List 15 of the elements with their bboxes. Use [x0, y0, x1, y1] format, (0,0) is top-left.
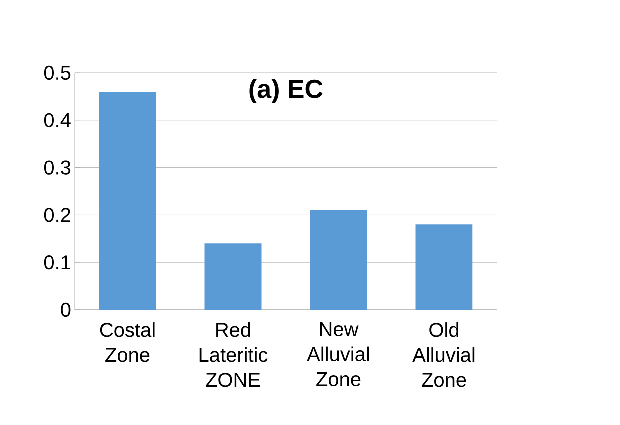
- y-tick-label: 0.2: [44, 208, 70, 222]
- x-tick-label: Costal Zone: [100, 322, 155, 362]
- chart-title: (a) EC: [250, 79, 323, 104]
- y-tick-label: 0: [61, 302, 71, 318]
- y-tick-label: 0.1: [44, 256, 70, 270]
- y-tick-label: 0.5: [44, 66, 71, 80]
- y-tick-label: 0.4: [44, 113, 71, 128]
- bar: [204, 244, 262, 310]
- bar: [99, 92, 156, 310]
- x-tick-label: Old Alluvial Zone: [412, 322, 475, 388]
- y-tick-label: 0.3: [44, 160, 71, 175]
- x-tick-label: Red Lateritic ZONE: [200, 322, 268, 388]
- bar: [310, 210, 368, 310]
- x-tick-label: New Alluvial Zone: [307, 322, 370, 386]
- bar: [416, 224, 473, 310]
